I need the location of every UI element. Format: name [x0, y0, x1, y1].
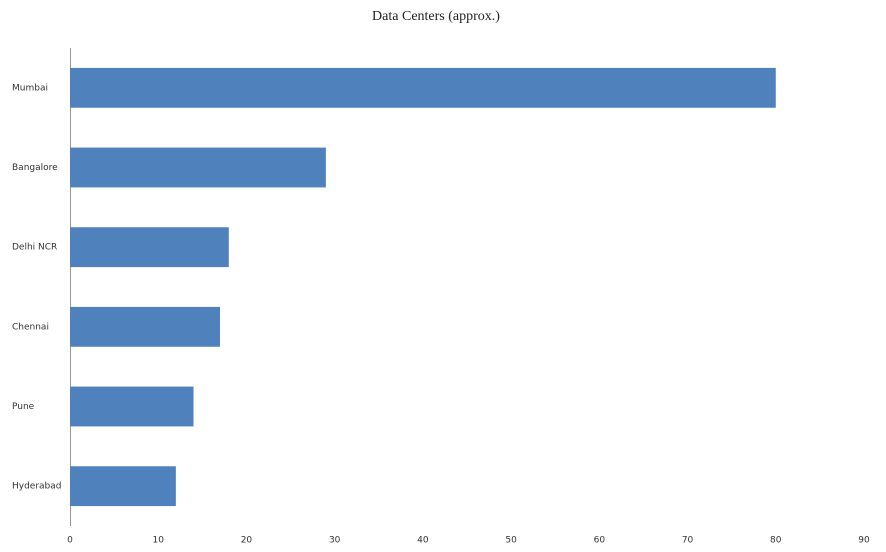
y-tick-label: Bangalore — [12, 163, 58, 173]
x-tick-label: 80 — [770, 536, 782, 546]
x-tick-label: 90 — [858, 536, 870, 546]
bar — [70, 466, 176, 507]
y-tick-label: Chennai — [12, 322, 49, 332]
x-tick-label: 40 — [417, 536, 429, 546]
x-tick-label: 30 — [329, 536, 341, 546]
bar — [70, 227, 229, 268]
x-tick-label: 10 — [152, 536, 164, 546]
y-tick-label: Hyderabad — [12, 482, 62, 492]
x-tick-label: 50 — [505, 536, 517, 546]
x-tick-label: 20 — [241, 536, 253, 546]
y-tick-label: Delhi NCR — [12, 243, 57, 253]
bar — [70, 386, 194, 427]
bar — [70, 147, 326, 188]
x-tick-label: 60 — [594, 536, 606, 546]
y-tick-label: Pune — [12, 402, 35, 412]
bar — [70, 67, 776, 108]
x-tick-label: 70 — [682, 536, 694, 546]
x-tick-label: 0 — [67, 536, 73, 546]
y-tick-label: Mumbai — [12, 83, 48, 93]
chart-title: Data Centers (approx.) — [372, 9, 500, 24]
bar — [70, 306, 220, 347]
